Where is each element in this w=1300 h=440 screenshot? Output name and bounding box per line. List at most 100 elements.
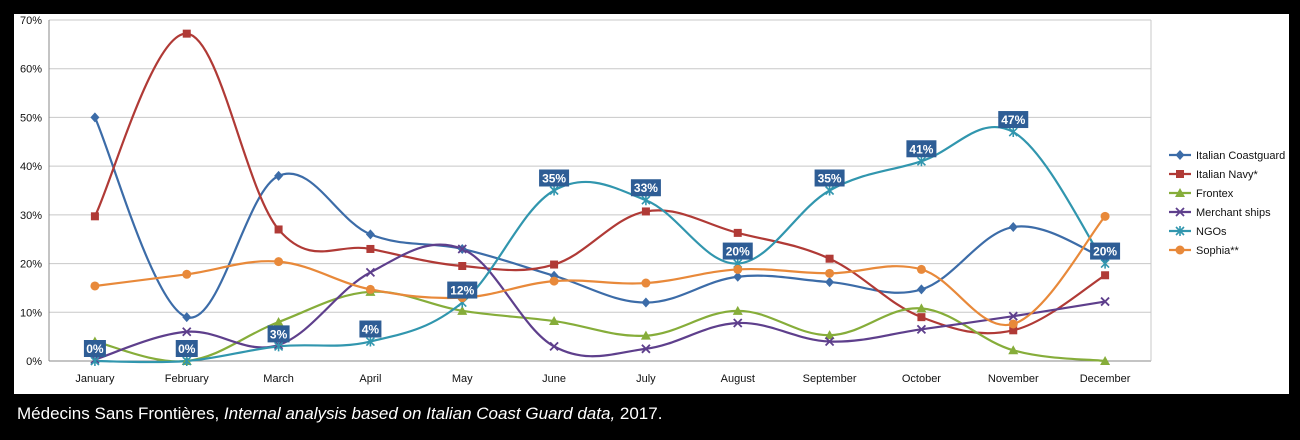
data-label: 4%: [359, 320, 382, 338]
point-italian-coastguard: [916, 284, 926, 295]
x-tick-label: October: [902, 373, 941, 385]
point-ngos: [274, 341, 284, 352]
point-ngos: [182, 356, 192, 366]
data-label: 20%: [1090, 242, 1121, 260]
point-sophia: [916, 264, 926, 274]
caption-prefix: Médecins Sans Frontières,: [17, 404, 224, 423]
data-label: 47%: [998, 111, 1029, 129]
data-label-box: [447, 281, 478, 299]
y-tick-label: 20%: [20, 259, 42, 271]
x-tick-label: April: [359, 373, 381, 385]
data-label: 35%: [539, 169, 570, 187]
x-tick-label: August: [721, 373, 755, 385]
point-frontex: [916, 303, 927, 313]
legend-item-merchant-ships: Merchant ships: [1169, 207, 1271, 219]
point-frontex: [1100, 356, 1111, 365]
legend-label: NGOs: [1196, 226, 1227, 238]
point-italian-coastguard: [182, 312, 192, 323]
point-italian-navy: [274, 225, 283, 234]
x-tick-label: February: [165, 373, 210, 385]
data-label: 41%: [906, 140, 937, 158]
data-label-box: [175, 340, 198, 357]
y-tick-label: 30%: [20, 210, 42, 222]
point-italian-navy: [1009, 326, 1018, 335]
series-markers: [89, 29, 1111, 366]
data-label-text: 20%: [1093, 245, 1117, 259]
caption-italic: Internal analysis based on Italian Coast…: [223, 404, 616, 423]
data-label-text: 0%: [178, 342, 196, 356]
data-label-text: 35%: [818, 172, 842, 186]
point-italian-navy: [182, 29, 191, 38]
point-sophia: [1008, 319, 1018, 329]
point-italian-navy: [550, 260, 559, 269]
data-label-box: [998, 111, 1029, 129]
legend-label: Italian Navy*: [1196, 169, 1258, 181]
legend-marker: [1175, 207, 1185, 217]
legend-label: Sophia**: [1196, 245, 1240, 257]
point-italian-navy: [1101, 271, 1110, 280]
data-label-box: [539, 169, 570, 187]
point-italian-navy: [825, 254, 834, 263]
x-tick-label: January: [75, 373, 115, 385]
point-sophia: [90, 281, 100, 291]
y-tick-label: 60%: [20, 64, 42, 76]
point-sophia: [365, 284, 375, 294]
data-label-box: [267, 325, 290, 343]
point-italian-navy: [458, 262, 467, 271]
point-merchant-ships: [182, 327, 192, 337]
point-frontex: [549, 316, 560, 326]
point-ngos: [1100, 258, 1110, 269]
x-tick-label: March: [263, 373, 294, 385]
y-tick-label: 70%: [20, 15, 42, 27]
x-tick-label: September: [803, 373, 857, 385]
point-merchant-ships: [824, 336, 835, 347]
y-tick-label: 50%: [20, 112, 42, 124]
legend-item-frontex: Frontex: [1169, 188, 1234, 200]
series-line-sophia: [94, 215, 1106, 327]
data-label: 20%: [722, 242, 753, 260]
data-label: 33%: [630, 179, 661, 197]
data-label-text: 4%: [362, 323, 380, 337]
point-sophia: [549, 276, 559, 286]
data-label-box: [722, 242, 753, 260]
data-label-text: 35%: [542, 172, 566, 186]
data-label-text: 20%: [726, 245, 750, 259]
point-frontex: [1008, 345, 1019, 355]
point-italian-coastguard: [274, 170, 284, 181]
point-ngos: [549, 185, 559, 196]
x-tick-label: June: [542, 373, 566, 385]
point-italian-navy: [641, 207, 650, 216]
point-italian-navy: [90, 212, 99, 221]
data-label-box: [359, 320, 382, 338]
point-sophia: [182, 269, 192, 279]
point-sophia: [641, 278, 651, 288]
legend-item-italian-coastguard: Italian Coastguard: [1169, 150, 1285, 162]
point-ngos: [1008, 127, 1018, 138]
legend-marker: [1175, 188, 1185, 197]
series-line-italian-coastguard: [93, 116, 1106, 319]
point-italian-coastguard: [641, 297, 651, 308]
point-frontex: [457, 305, 468, 315]
point-merchant-ships: [733, 318, 743, 328]
data-label-box: [83, 340, 106, 357]
point-frontex: [640, 330, 651, 340]
point-ngos: [90, 356, 100, 366]
legend-label: Frontex: [1196, 188, 1234, 200]
caption-suffix: 2017.: [615, 404, 663, 423]
point-italian-coastguard: [90, 112, 100, 123]
data-label-box: [630, 179, 661, 197]
data-label: 12%: [447, 281, 478, 299]
data-labels: 0% 0% 3% 4% 12% 35% 33% 20% 35% 41% 47% 20%: [83, 111, 1121, 357]
chart-panel: 0% 10% 20% 30% 40% 50% 60% 70% January February M…: [14, 14, 1289, 394]
point-merchant-ships: [1008, 311, 1018, 321]
point-ngos: [365, 336, 375, 347]
point-italian-coastguard: [365, 229, 375, 240]
legend-item-italian-navy: Italian Navy*: [1169, 169, 1258, 181]
point-frontex: [824, 330, 835, 340]
y-axis-tick-labels: 0% 10% 20% 30% 40% 50% 60% 70%: [20, 15, 42, 368]
data-label-text: 41%: [909, 142, 933, 156]
legend: Italian Coastguard Italian Navy* Frontex Me…: [1169, 150, 1285, 257]
x-tick-label: July: [636, 373, 656, 385]
data-label-box: [1090, 242, 1121, 260]
data-label: 3%: [267, 325, 290, 343]
